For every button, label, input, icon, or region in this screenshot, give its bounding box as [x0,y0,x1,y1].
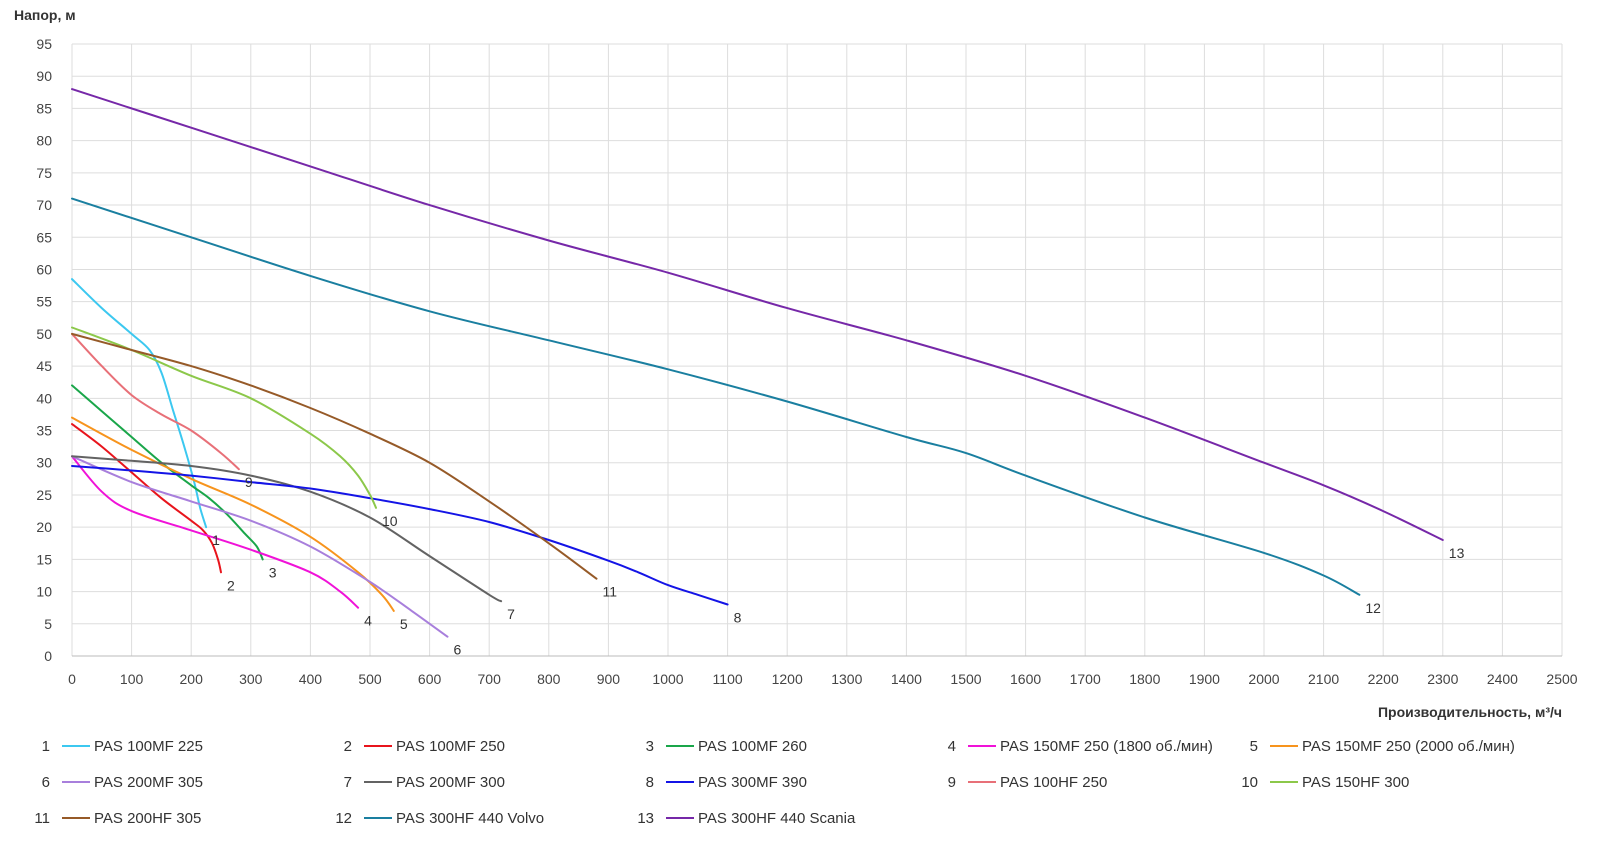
y-axis-label: Напор, м [14,7,76,23]
series-line-4 [71,455,360,609]
y-tick-label: 30 [36,455,52,471]
series-line-7 [71,455,503,603]
x-tick-label: 300 [239,671,263,687]
y-tick-label: 15 [36,551,52,567]
y-tick-label: 80 [36,133,52,149]
x-tick-label: 100 [120,671,144,687]
series-line-3 [71,384,264,561]
y-tick-label: 5 [44,616,52,632]
series-line-11 [71,332,598,580]
series-end-label-5: 5 [400,616,408,632]
x-tick-label: 700 [478,671,502,687]
x-tick-label: 500 [358,671,382,687]
series-line-6 [71,455,449,638]
series-end-label-10: 10 [382,513,398,529]
series-line-1 [71,278,208,529]
x-tick-label: 600 [418,671,442,687]
x-tick-label: 1000 [652,671,683,687]
series-end-label-2: 2 [227,577,235,593]
y-tick-label: 25 [36,487,52,503]
x-tick-label: 1200 [772,671,803,687]
y-tick-label: 50 [36,326,52,342]
series-end-label-13: 13 [1449,545,1465,561]
y-tick-label: 45 [36,358,52,374]
series-end-label-7: 7 [507,606,515,622]
y-tick-label: 40 [36,390,52,406]
y-tick-label: 70 [36,197,52,213]
x-tick-label: 0 [68,671,76,687]
x-tick-label: 2300 [1427,671,1458,687]
series-line-5 [71,416,395,612]
y-tick-label: 65 [36,229,52,245]
y-tick-label: 20 [36,519,52,535]
x-tick-label: 1500 [950,671,981,687]
y-tick-label: 90 [36,68,52,84]
x-tick-label: 1100 [713,671,743,687]
series-end-label-12: 12 [1365,600,1381,616]
x-tick-label: 900 [597,671,621,687]
y-tick-label: 55 [36,294,52,310]
y-tick-label: 95 [36,36,52,52]
y-tick-label: 35 [36,423,52,439]
x-tick-label: 2400 [1487,671,1518,687]
x-tick-label: 200 [180,671,204,687]
x-tick-label: 2500 [1546,671,1577,687]
x-tick-label: 1400 [891,671,922,687]
y-tick-label: 10 [36,584,52,600]
series-end-label-11: 11 [602,584,617,600]
x-tick-label: 1600 [1010,671,1041,687]
series-end-label-9: 9 [245,474,253,490]
y-tick-label: 75 [36,165,52,181]
y-tick-label: 60 [36,261,52,277]
series-end-label-1: 1 [212,532,220,548]
y-tick-label: 0 [44,648,52,664]
series-line-12 [71,197,1361,596]
series-line-2 [71,423,222,574]
x-tick-label: 1300 [831,671,862,687]
x-axis-label: Производительность, м³/ч [1378,704,1562,720]
x-tick-label: 1700 [1070,671,1101,687]
series-line-13 [71,88,1444,541]
x-tick-label: 400 [299,671,323,687]
x-tick-label: 2000 [1248,671,1279,687]
series-lines [71,88,1444,638]
x-tick-label: 2200 [1368,671,1399,687]
series-end-label-6: 6 [453,642,461,658]
grid [71,43,1563,656]
series-line-10 [71,326,377,509]
x-tick-label: 800 [537,671,561,687]
x-tick-label: 2100 [1308,671,1339,687]
series-end-label-3: 3 [269,564,277,580]
series-end-label-8: 8 [734,609,742,625]
x-tick-label: 1800 [1129,671,1160,687]
x-tick-label: 1900 [1189,671,1220,687]
series-line-9 [71,332,240,471]
series-end-label-4: 4 [364,613,372,629]
series-line-8 [71,465,729,606]
y-tick-label: 85 [36,100,52,116]
